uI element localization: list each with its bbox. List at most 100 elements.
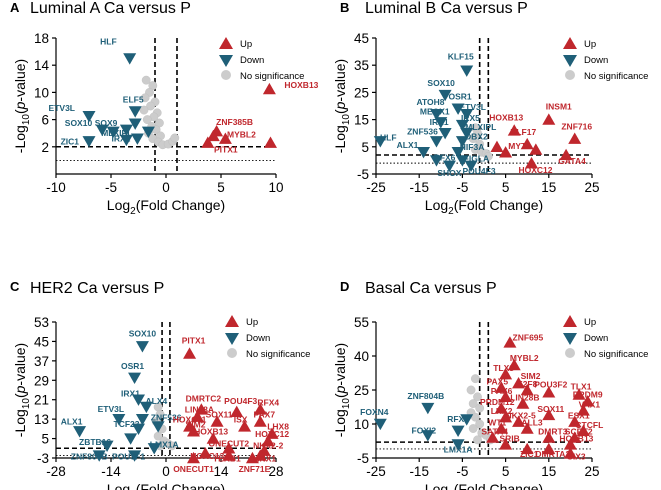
gene-label: OSR1 <box>121 361 144 371</box>
x-tick-label: -10 <box>46 180 66 195</box>
down-point <box>132 423 145 436</box>
gene-label: ONECUT2 <box>209 438 250 448</box>
up-point <box>512 415 526 427</box>
up-point <box>253 403 267 415</box>
x-tick-label: 5 <box>502 180 510 195</box>
up-point <box>568 132 582 144</box>
up-point <box>230 405 244 418</box>
up-point <box>486 431 500 443</box>
gene-label: MLXIPL <box>465 122 496 132</box>
x-tick-label: 10 <box>268 180 283 195</box>
gene-label: WT1 <box>488 418 506 428</box>
ns-point <box>140 93 150 103</box>
gene-label: PRDM9 <box>573 389 603 399</box>
up-point <box>238 420 252 432</box>
gene-label: DMRTA2 <box>535 449 570 459</box>
panel-letter: D <box>340 279 349 294</box>
down-point <box>106 126 120 139</box>
x-tick-label: 28 <box>268 464 283 479</box>
down-point <box>464 160 478 173</box>
gene-label: SHOX <box>437 168 461 178</box>
down-point <box>373 136 387 148</box>
y-axis-label: -Log10(p-value) <box>332 343 352 437</box>
down-point <box>124 433 138 445</box>
panel-letter: A <box>10 0 20 15</box>
y-tick-label: 37 <box>34 354 49 369</box>
y-tick-label: 10 <box>34 85 49 100</box>
y-tick-label: 45 <box>354 31 369 46</box>
gene-label: ATOH8 <box>416 97 444 107</box>
gene-label: FIGLA <box>464 153 490 163</box>
panel-title: Luminal B Ca versus P <box>365 0 528 17</box>
gene-label: ESX1 <box>568 411 590 421</box>
gene-label: ZNF71E <box>239 464 271 474</box>
panel-a: A Luminal A Ca versus P 2 6 10 14 18 -10 -5 0 5 10 L… <box>10 0 319 217</box>
up-point <box>503 336 517 348</box>
down-point <box>451 439 465 451</box>
axes: -5 10 25 40 55 -25 -15 -5 5 15 25 <box>354 315 600 479</box>
y-tick-label: 25 <box>354 383 369 398</box>
ns-point <box>475 419 485 429</box>
gene-label: MYBL2 <box>227 130 256 140</box>
panel-d: D Basal Ca versus P -5 10 25 40 55 -25 -15 -5 5 15 2… <box>332 279 648 490</box>
gene-label: E2F8 <box>517 379 538 389</box>
down-point <box>451 103 465 115</box>
ns-point <box>155 409 165 419</box>
gene-label: ZIC1 <box>61 136 80 146</box>
legend-up-marker <box>563 37 577 49</box>
gene-label: ZNF536 <box>151 412 182 422</box>
ns-point <box>468 399 478 408</box>
up-point <box>542 113 556 125</box>
up-point <box>542 442 556 455</box>
down-point <box>128 106 142 118</box>
gene-label: SOX10 <box>427 78 455 88</box>
y-tick-label: 5 <box>361 140 369 155</box>
up-point <box>576 404 590 416</box>
gene-label: MLXIPL <box>101 128 132 138</box>
x-tick-label: 0 <box>162 464 170 479</box>
up-point <box>253 415 267 427</box>
ns-point <box>468 424 478 433</box>
up-point <box>201 136 215 148</box>
x-axis-label: Log2(Fold Change) <box>425 481 543 490</box>
panel-letter: C <box>10 279 20 294</box>
x-tick-label: -14 <box>101 464 121 479</box>
up-point <box>261 434 275 447</box>
up-point <box>563 438 577 450</box>
gene-label: SOX9 <box>95 118 118 128</box>
down-point <box>132 394 145 406</box>
gene-label: PITX1 <box>182 336 206 346</box>
y-tick-label: -5 <box>357 167 369 182</box>
up-point <box>581 395 595 407</box>
gene-label: ZNF536 <box>407 126 438 136</box>
axes: -5 5 15 25 35 45 -25 -15 -5 5 15 25 <box>354 31 600 195</box>
down-point <box>421 402 435 415</box>
up-point <box>520 137 534 150</box>
down-point <box>438 89 452 102</box>
down-point <box>451 147 465 159</box>
gene-label: LHX2 <box>491 406 513 416</box>
gene-label: INSM1 <box>546 102 572 112</box>
gene-label: TLX1 <box>571 382 592 392</box>
gene-label: SOX10 <box>65 118 93 128</box>
legend-up-marker <box>219 37 233 49</box>
down-point <box>151 421 165 433</box>
down-point <box>421 430 435 442</box>
gene-label: RFX4 <box>257 397 279 407</box>
up-point <box>512 377 526 389</box>
gene-label: HOXB13 <box>489 112 523 122</box>
gene-label: LMX1A <box>150 439 179 449</box>
down-point <box>119 134 133 147</box>
gene-label: IRX1 <box>121 389 140 399</box>
y-tick-label: 53 <box>34 315 49 330</box>
y-axis-label: -Log10(p-value) <box>12 59 32 153</box>
gene-label: ZIC1 <box>520 449 539 459</box>
gene-label: ETV3L <box>459 102 485 112</box>
ns-point <box>470 374 480 384</box>
legend-down-label: Down <box>246 333 270 344</box>
y-tick-label: 21 <box>34 393 49 408</box>
gene-label: VAX1 <box>579 399 601 409</box>
gene-label: NKX2-5 <box>505 411 536 421</box>
gene-label: SIM2 <box>521 371 541 381</box>
